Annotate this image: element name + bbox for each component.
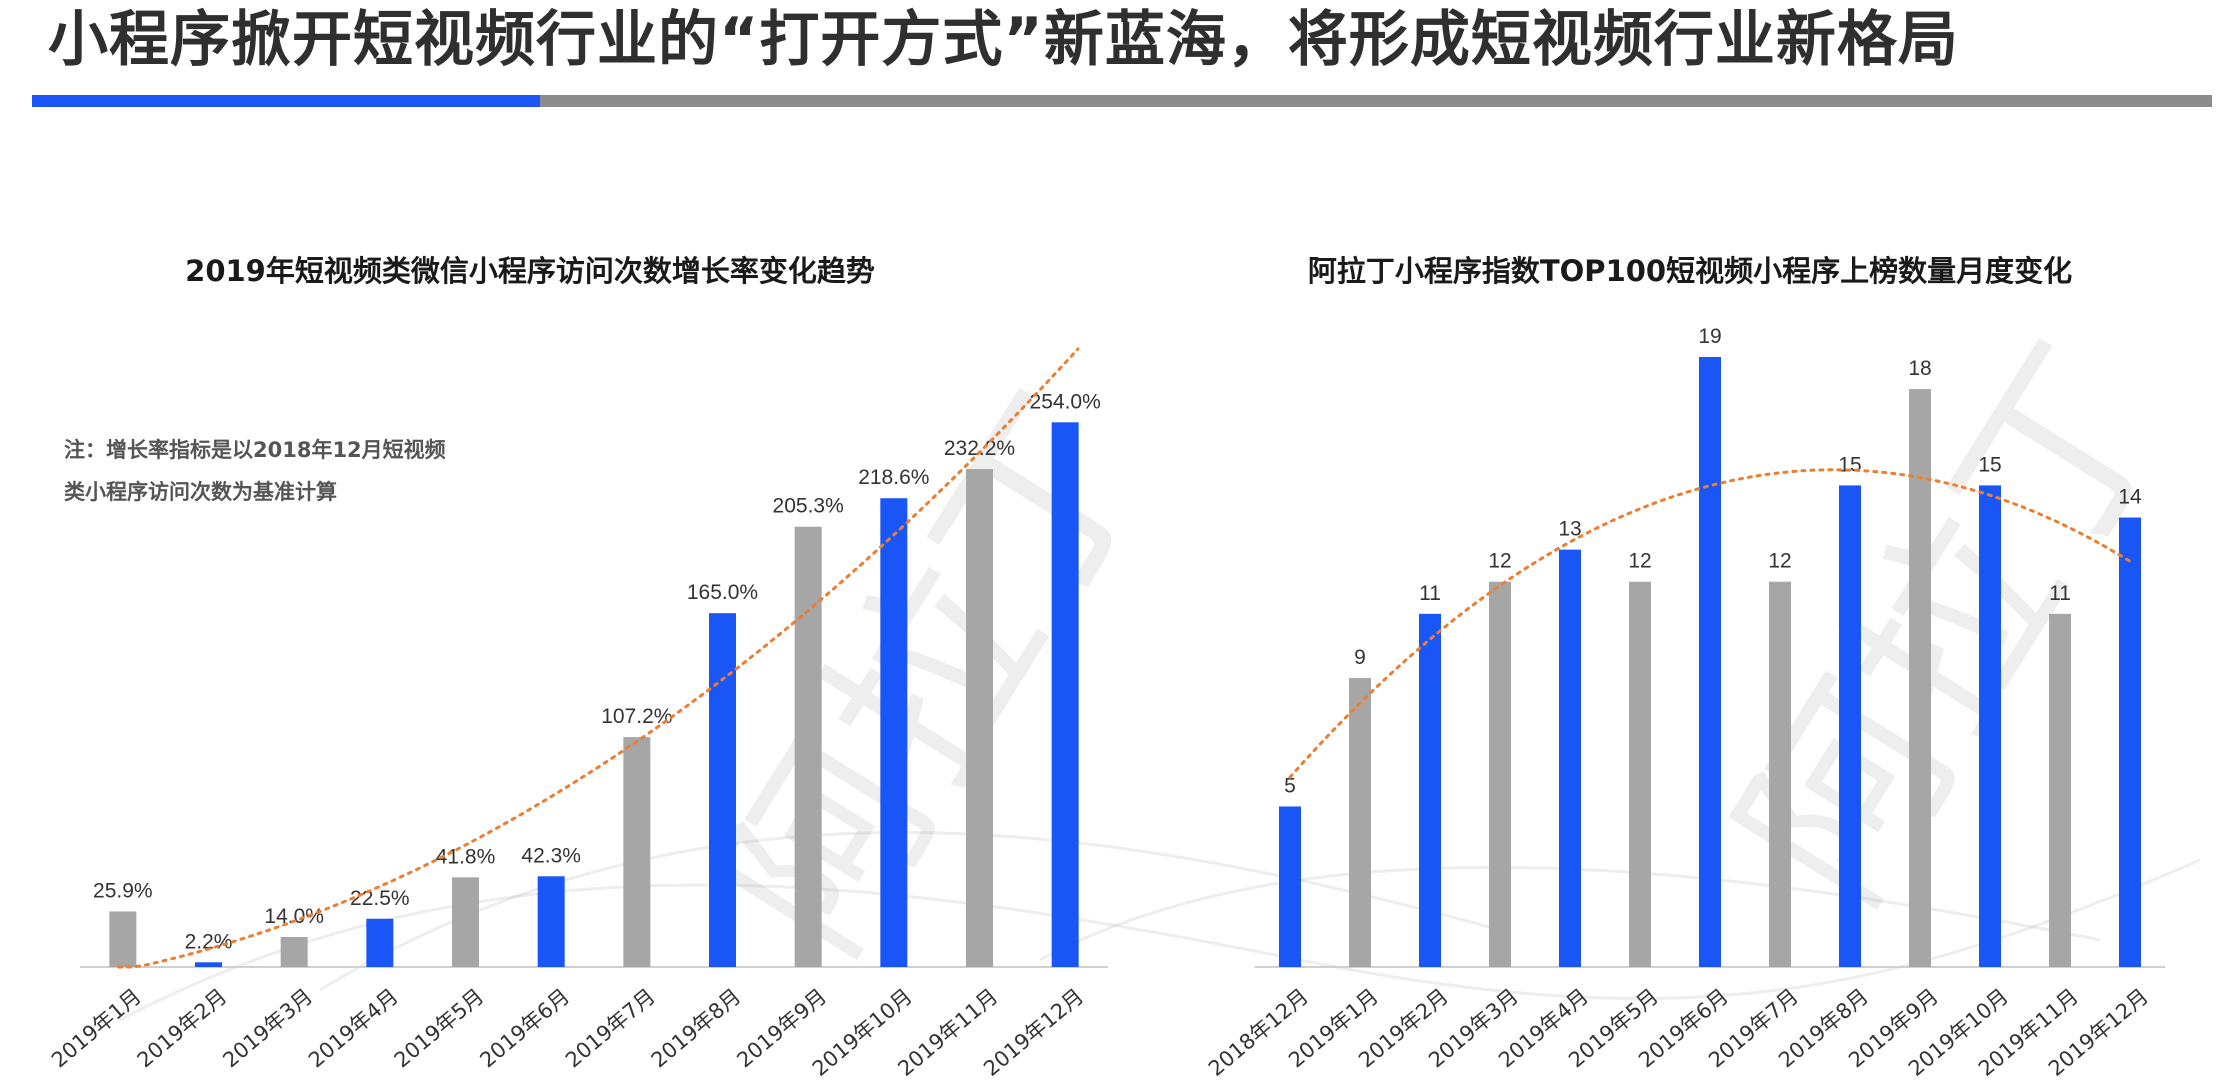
chart-1-bar-2 xyxy=(195,962,222,967)
chart-2-top100-count: 52018年12月92019年1月112019年2月122019年3月13201… xyxy=(1204,325,2165,1081)
chart-1-data-label-1: 25.9% xyxy=(93,879,153,902)
chart-2-bar-9 xyxy=(1839,485,1861,967)
chart-1-tick-label-5: 2019年5月 xyxy=(390,984,489,1072)
chart-2-data-label-4: 12 xyxy=(1488,550,1511,573)
chart-2-bar-1 xyxy=(1279,806,1301,967)
chart-1-trendline xyxy=(117,347,1080,969)
swoosh-line-1 xyxy=(119,858,2201,1022)
chart-2-data-label-1: 5 xyxy=(1284,774,1296,797)
chart-2-trendline xyxy=(1288,468,2132,779)
chart-2-title: 阿拉丁小程序指数TOP100短视频小程序上榜数量月度变化 xyxy=(1307,254,2073,288)
chart-2-data-label-13: 14 xyxy=(2118,486,2142,509)
chart-2-bar-11 xyxy=(1979,485,2001,967)
chart-2-bar-2 xyxy=(1349,678,1371,967)
chart-1-tick-label-2: 2019年2月 xyxy=(133,984,232,1072)
chart-1-data-label-10: 218.6% xyxy=(858,466,929,489)
chart-1-bar-1 xyxy=(109,911,137,967)
chart-1-bar-11 xyxy=(966,469,993,967)
chart-2-data-label-12: 11 xyxy=(2049,582,2071,605)
chart-1-data-label-3: 14.0% xyxy=(264,905,324,928)
chart-1-note-line-1: 注：增长率指标是以2018年12月短视频 xyxy=(64,438,446,462)
chart-1-bar-9 xyxy=(794,526,822,967)
chart-1-bar-10 xyxy=(880,498,908,967)
chart-2-data-label-6: 12 xyxy=(1628,550,1651,573)
chart-2-bar-4 xyxy=(1489,581,1511,967)
chart-1-bar-7 xyxy=(623,737,651,967)
chart-2-data-label-11: 15 xyxy=(1978,453,2001,476)
chart-1-data-label-11: 232.2% xyxy=(944,437,1015,460)
chart-1-data-label-9: 205.3% xyxy=(773,495,844,518)
chart-1-note-line-2: 类小程序访问次数为基准计算 xyxy=(64,480,337,504)
chart-2-data-label-7: 19 xyxy=(1698,325,1721,348)
title-divider-accent xyxy=(32,95,540,107)
chart-2-bar-5 xyxy=(1559,549,1581,967)
chart-2-bar-12 xyxy=(2049,613,2071,967)
chart-2-data-label-8: 12 xyxy=(1768,550,1791,573)
title-divider xyxy=(32,95,2212,107)
chart-2-bar-3 xyxy=(1419,613,1441,967)
chart-1-data-label-4: 22.5% xyxy=(350,887,410,910)
chart-1-tick-label-3: 2019年3月 xyxy=(218,984,317,1072)
chart-1-bar-12 xyxy=(1051,422,1079,967)
chart-1-tick-label-7: 2019年7月 xyxy=(561,984,660,1072)
chart-2-bar-8 xyxy=(1769,581,1791,967)
chart-2-bar-6 xyxy=(1629,581,1651,967)
chart-2-data-label-3: 11 xyxy=(1419,582,1441,605)
chart-1-data-label-2: 2.2% xyxy=(185,930,233,953)
chart-2-data-label-9: 15 xyxy=(1838,453,1861,476)
chart-1-title: 2019年短视频类微信小程序访问次数增长率变化趋势 xyxy=(185,254,875,288)
chart-1-data-label-7: 107.2% xyxy=(601,705,672,728)
chart-2-bar-7 xyxy=(1699,357,1721,967)
chart-1-data-label-6: 42.3% xyxy=(521,844,581,867)
chart-1-growth-rate: 25.9% 2019年1月 2.2% 2019年2月 14.0% 2019年3月 22.5%… xyxy=(47,347,1108,1081)
chart-1-bar-4 xyxy=(366,918,394,967)
chart-1-tick-label-8: 2019年8月 xyxy=(647,984,746,1072)
chart-1-data-label-8: 165.0% xyxy=(687,581,758,604)
page-title: 小程序掀开短视频行业的“打开方式”新蓝海，将形成短视频行业新格局 xyxy=(48,5,1959,75)
chart-1-bar-8 xyxy=(709,613,736,967)
chart-1-tick-label-6: 2019年6月 xyxy=(475,984,574,1072)
chart-2-data-label-5: 13 xyxy=(1558,518,1581,541)
chart-1-data-label-12: 254.0% xyxy=(1030,390,1101,413)
chart-1-tick-label-1: 2019年1月 xyxy=(47,984,146,1072)
chart-2-bar-13 xyxy=(2119,517,2141,967)
chart-1-bar-5 xyxy=(452,877,479,967)
chart-2-data-label-10: 18 xyxy=(1908,357,1931,380)
chart-2-bar-10 xyxy=(1909,389,1931,968)
chart-1-bar-6 xyxy=(537,876,565,967)
chart-1-bar-3 xyxy=(280,936,308,967)
chart-1-tick-label-4: 2019年4月 xyxy=(304,984,403,1072)
chart-2-data-label-2: 9 xyxy=(1354,646,1366,669)
